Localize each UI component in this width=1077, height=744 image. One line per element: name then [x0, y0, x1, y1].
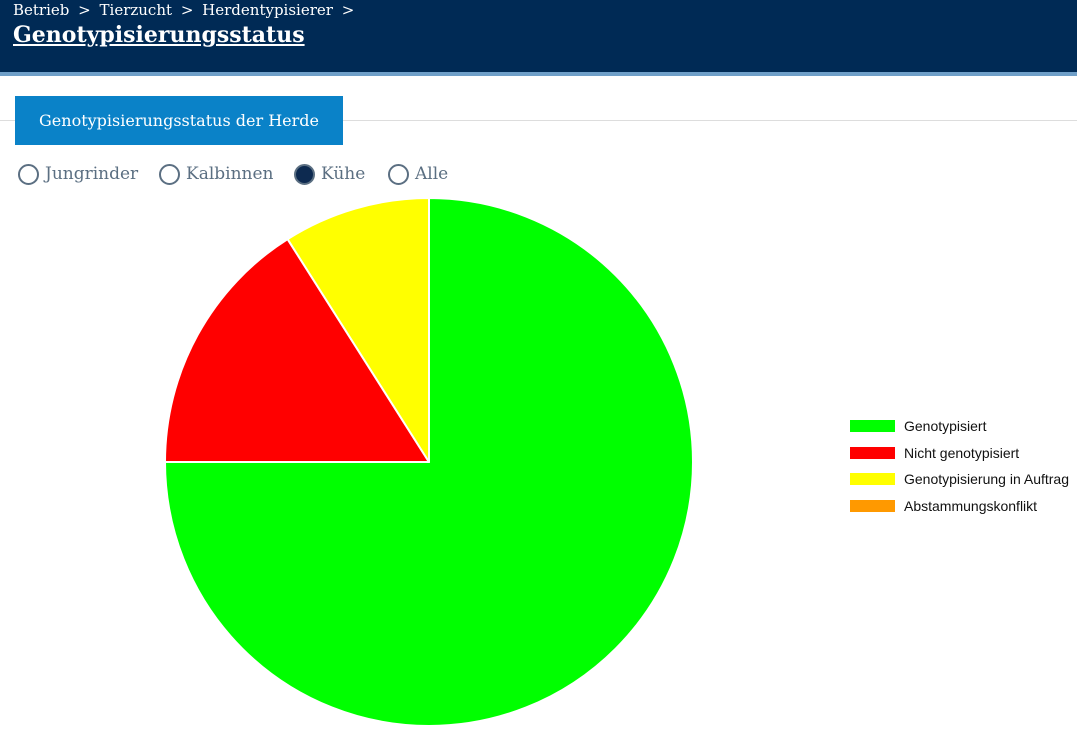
legend-label-genotypisiert: Genotypisiert — [904, 418, 987, 435]
legend-label-nicht-genotypisiert: Nicht genotypisiert — [904, 444, 1020, 461]
legend-label-abstammungskonflikt: Abstammungskonflikt — [904, 497, 1038, 514]
breadcrumb-item-betrieb[interactable]: Betrieb — [13, 1, 70, 19]
page-title: Genotypisierungsstatus — [13, 22, 305, 48]
pie-slice-genotypisiert[interactable] — [164, 197, 694, 727]
radio-label-kalbinnen[interactable]: Kalbinnen — [186, 164, 274, 184]
app-header: Betrieb > Tierzucht > Herdentypisierer >… — [0, 0, 1077, 76]
legend-swatch-abstammungskonflikt — [850, 499, 895, 512]
legend-swatch-in-auftrag — [850, 473, 895, 486]
breadcrumb-separator: > — [78, 1, 91, 19]
breadcrumb-item-herdentypisierer[interactable]: Herdentypisierer — [202, 1, 333, 19]
legend-item-nicht-genotypisiert[interactable]: Nicht genotypisiert — [850, 440, 1069, 467]
legend-swatch-nicht-genotypisiert — [850, 446, 895, 459]
legend-item-genotypisiert[interactable]: Genotypisiert — [850, 413, 1069, 440]
radio-kuehe[interactable]: Kühe — [294, 160, 365, 188]
legend-item-in-auftrag[interactable]: Genotypisierung in Auftrag — [850, 466, 1069, 493]
radio-circle-jungrinder[interactable] — [18, 163, 39, 185]
radio-circle-kalbinnen[interactable] — [159, 163, 180, 185]
radio-label-jungrinder[interactable]: Jungrinder — [45, 164, 139, 184]
radio-circle-alle[interactable] — [388, 163, 409, 185]
breadcrumb: Betrieb > Tierzucht > Herdentypisierer > — [13, 1, 358, 19]
pie-slice-genotypisierung-in-auftrag[interactable] — [286, 197, 430, 463]
chart-legend: Genotypisiert Nicht genotypisiert Genoty… — [850, 413, 1069, 519]
legend-swatch-genotypisiert — [850, 420, 895, 433]
pie-slice-nicht-genotypisiert[interactable] — [164, 238, 430, 463]
breadcrumb-separator: > — [180, 1, 194, 19]
radio-jungrinder[interactable]: Jungrinder — [18, 160, 138, 188]
breadcrumb-item-tierzucht[interactable]: Tierzucht — [99, 1, 173, 19]
radio-kalbinnen[interactable]: Kalbinnen — [159, 160, 274, 188]
breadcrumb-separator: > — [341, 1, 355, 19]
tab-herd-genotyping-status[interactable]: Genotypisierungsstatus der Herde — [15, 96, 343, 145]
legend-item-abstammungskonflikt[interactable]: Abstammungskonflikt — [850, 493, 1069, 520]
radio-label-kuehe[interactable]: Kühe — [321, 164, 366, 184]
legend-label-in-auftrag: Genotypisierung in Auftrag — [904, 471, 1069, 488]
tab-divider — [0, 120, 1077, 121]
radio-circle-kuehe[interactable] — [294, 163, 315, 185]
radio-label-alle[interactable]: Alle — [415, 164, 449, 184]
radio-alle[interactable]: Alle — [388, 160, 448, 188]
